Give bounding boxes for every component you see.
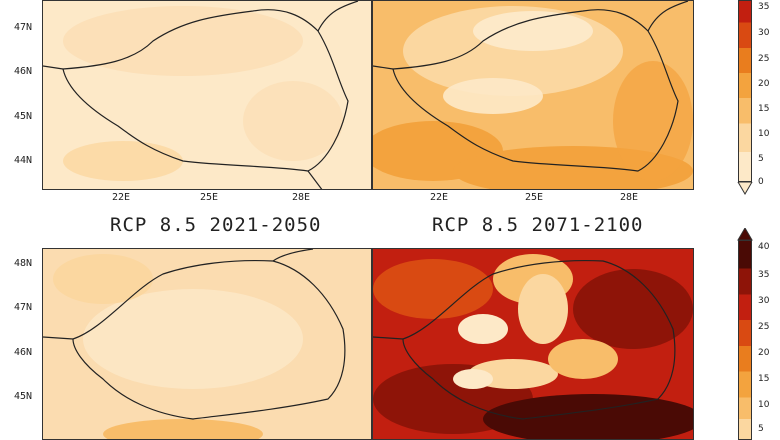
colorbar-bottom-tick-20: 20 xyxy=(758,348,770,358)
lat-label-48n-bottom: 48N xyxy=(14,258,33,269)
map-top-right-svg xyxy=(373,1,693,189)
colorbar-top xyxy=(738,0,752,182)
map-bottom-left-svg xyxy=(43,249,371,439)
colorbar-top-tick-5: 5 xyxy=(758,154,764,164)
map-panel-top-left xyxy=(42,0,372,190)
colorbar-top-tick-10: 10 xyxy=(758,129,770,139)
lat-label-47n-top: 47N xyxy=(14,22,33,33)
lat-label-46n-bottom: 46N xyxy=(14,347,33,358)
colorbar-bottom-tick-10: 10 xyxy=(758,400,770,410)
colorbar-top-arrow-icon xyxy=(737,182,753,195)
lon-label-25e-left: 25E xyxy=(200,192,219,203)
lat-label-45n-bottom: 45N xyxy=(14,391,33,402)
panel-title-2071-2100: RCP 8.5 2071-2100 xyxy=(432,214,644,236)
map-panel-top-right xyxy=(372,0,694,190)
map-bottom-right-svg xyxy=(373,249,693,439)
colorbar-bottom-tick-5: 5 xyxy=(758,424,764,434)
colorbar-bottom-tick-30: 30 xyxy=(758,296,770,306)
colorbar-top-tick-15: 15 xyxy=(758,104,770,114)
lon-label-25e-right: 25E xyxy=(525,192,544,203)
lat-label-45n-top: 45N xyxy=(14,111,33,122)
lat-label-44n-top: 44N xyxy=(14,155,33,166)
colorbar-top-tick-20: 20 xyxy=(758,79,770,89)
lon-label-28e-right: 28E xyxy=(620,192,639,203)
lon-label-22e-left: 22E xyxy=(112,192,131,203)
lat-label-46n-top: 46N xyxy=(14,66,33,77)
colorbar-bottom-tick-25: 25 xyxy=(758,322,770,332)
lon-label-28e-left: 28E xyxy=(292,192,311,203)
lat-label-47n-bottom: 47N xyxy=(14,302,33,313)
colorbar-top-tick-35: 35 xyxy=(758,2,770,12)
colorbar-bottom-tick-15: 15 xyxy=(758,374,770,384)
panel-title-2021-2050: RCP 8.5 2021-2050 xyxy=(110,214,322,236)
colorbar-bottom-tick-35: 35 xyxy=(758,270,770,280)
map-panel-bottom-left xyxy=(42,248,372,440)
colorbar-top-tick-30: 30 xyxy=(758,28,770,38)
map-top-left-svg xyxy=(43,1,371,189)
lon-label-22e-right: 22E xyxy=(430,192,449,203)
colorbar-bottom-tick-40: 40 xyxy=(758,242,770,252)
colorbar-bottom xyxy=(738,240,752,440)
map-panel-bottom-right xyxy=(372,248,694,440)
colorbar-top-tick-0: 0 xyxy=(758,177,764,187)
colorbar-top-tick-25: 25 xyxy=(758,54,770,64)
